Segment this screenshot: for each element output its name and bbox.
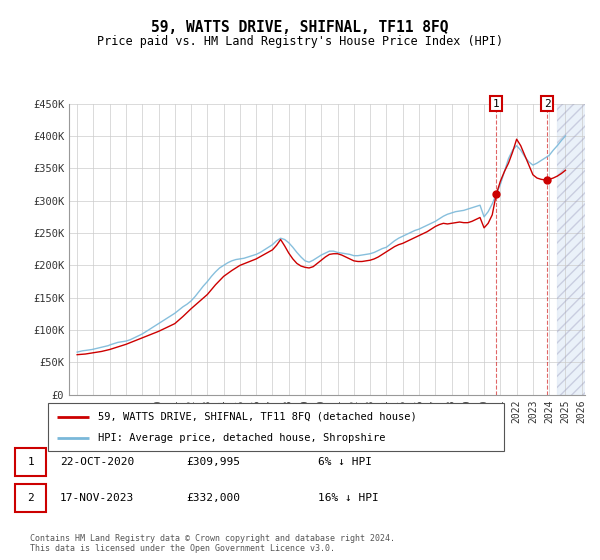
- Text: 59, WATTS DRIVE, SHIFNAL, TF11 8FQ (detached house): 59, WATTS DRIVE, SHIFNAL, TF11 8FQ (deta…: [98, 412, 417, 422]
- Bar: [557, 104, 590, 395]
- Text: 1: 1: [27, 457, 34, 467]
- Text: 16% ↓ HPI: 16% ↓ HPI: [318, 493, 379, 503]
- Text: 6% ↓ HPI: 6% ↓ HPI: [318, 457, 372, 467]
- Text: HPI: Average price, detached house, Shropshire: HPI: Average price, detached house, Shro…: [98, 433, 386, 444]
- Text: 1: 1: [493, 99, 500, 109]
- Text: Contains HM Land Registry data © Crown copyright and database right 2024.
This d: Contains HM Land Registry data © Crown c…: [30, 534, 395, 553]
- FancyBboxPatch shape: [48, 403, 504, 451]
- Text: £332,000: £332,000: [186, 493, 240, 503]
- Text: Price paid vs. HM Land Registry's House Price Index (HPI): Price paid vs. HM Land Registry's House …: [97, 35, 503, 48]
- Text: £309,995: £309,995: [186, 457, 240, 467]
- Text: 2: 2: [27, 493, 34, 503]
- Text: 59, WATTS DRIVE, SHIFNAL, TF11 8FQ: 59, WATTS DRIVE, SHIFNAL, TF11 8FQ: [151, 20, 449, 35]
- Text: 22-OCT-2020: 22-OCT-2020: [60, 457, 134, 467]
- Bar: [557, 104, 590, 395]
- Text: 2: 2: [544, 99, 551, 109]
- Text: 17-NOV-2023: 17-NOV-2023: [60, 493, 134, 503]
